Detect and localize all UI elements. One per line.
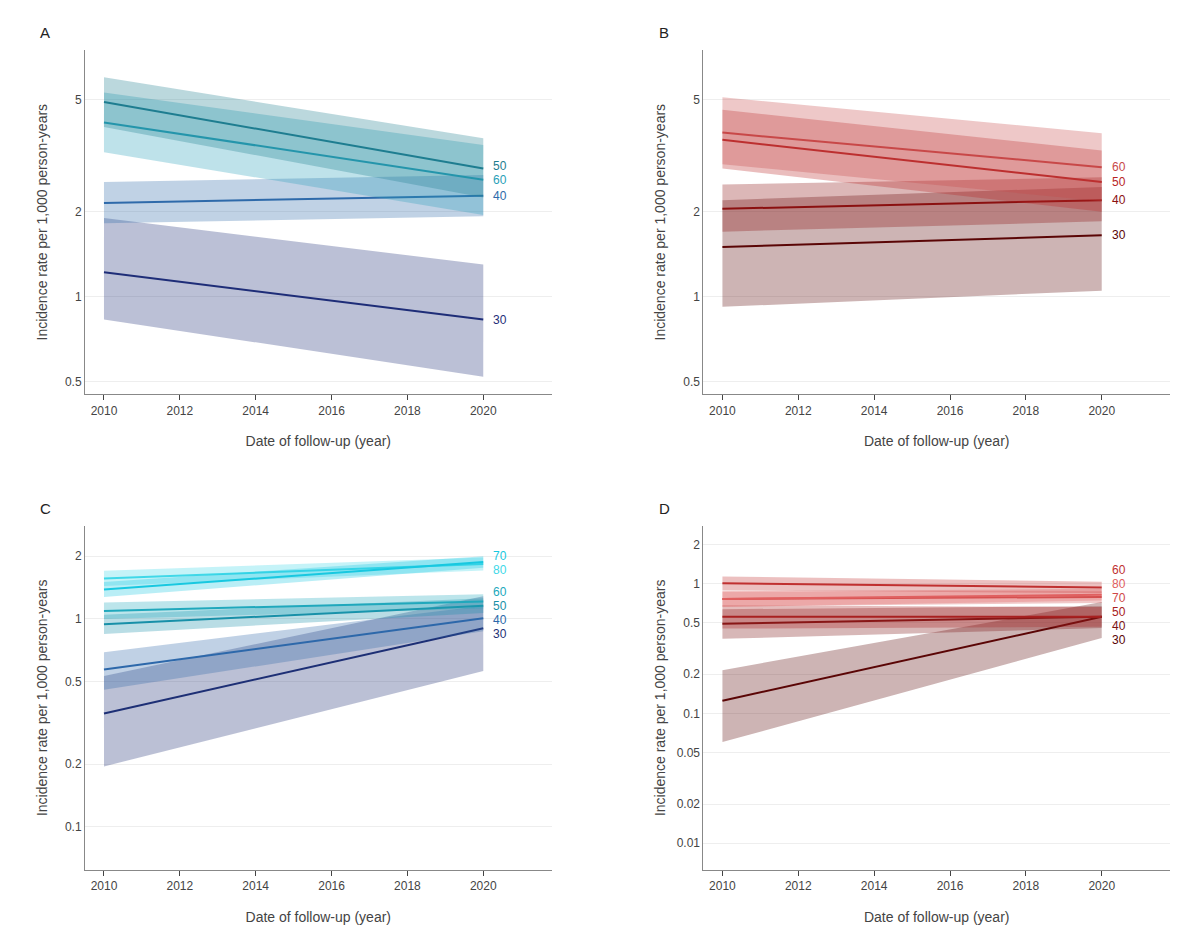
svg-text:2020: 2020 <box>470 879 497 893</box>
svg-text:2: 2 <box>75 205 82 219</box>
svg-text:2016: 2016 <box>937 879 964 893</box>
svg-text:0.5: 0.5 <box>683 616 700 630</box>
svg-text:2012: 2012 <box>166 404 193 418</box>
svg-text:0.02: 0.02 <box>677 797 701 811</box>
svg-text:60: 60 <box>1112 563 1126 577</box>
svg-text:Incidence rate per 1,000 perso: Incidence rate per 1,000 person-years <box>652 104 668 341</box>
svg-text:0.1: 0.1 <box>683 707 700 721</box>
svg-text:30: 30 <box>1112 633 1126 647</box>
svg-text:50: 50 <box>493 159 507 173</box>
svg-text:2018: 2018 <box>394 879 421 893</box>
svg-text:70: 70 <box>1112 591 1126 605</box>
svg-text:2020: 2020 <box>1088 404 1115 418</box>
svg-text:0.1: 0.1 <box>65 820 82 834</box>
svg-text:2010: 2010 <box>709 879 736 893</box>
svg-text:2: 2 <box>693 205 700 219</box>
svg-text:0.05: 0.05 <box>677 746 701 760</box>
svg-text:1: 1 <box>75 290 82 304</box>
svg-text:30: 30 <box>493 627 507 641</box>
svg-text:B: B <box>659 24 669 41</box>
svg-text:0.5: 0.5 <box>65 375 82 389</box>
svg-text:2018: 2018 <box>1013 879 1040 893</box>
svg-text:Date of follow-up (year): Date of follow-up (year) <box>864 433 1010 449</box>
svg-text:30: 30 <box>493 313 507 327</box>
svg-text:2010: 2010 <box>91 879 118 893</box>
svg-text:0.2: 0.2 <box>65 757 82 771</box>
svg-text:0.2: 0.2 <box>683 667 700 681</box>
svg-text:0.01: 0.01 <box>677 836 701 850</box>
svg-text:2012: 2012 <box>166 879 193 893</box>
svg-text:Incidence rate per 1,000 perso: Incidence rate per 1,000 person-years <box>34 104 50 341</box>
svg-text:2014: 2014 <box>861 879 888 893</box>
svg-text:2020: 2020 <box>1088 879 1115 893</box>
svg-text:2: 2 <box>693 538 700 552</box>
svg-text:50: 50 <box>493 599 507 613</box>
svg-text:40: 40 <box>1112 193 1126 207</box>
svg-text:Date of follow-up (year): Date of follow-up (year) <box>246 433 392 449</box>
svg-text:Date of follow-up (year): Date of follow-up (year) <box>246 909 392 925</box>
svg-text:2012: 2012 <box>785 404 812 418</box>
svg-text:80: 80 <box>1112 577 1126 591</box>
svg-text:2014: 2014 <box>242 879 269 893</box>
svg-text:1: 1 <box>693 577 700 591</box>
svg-text:40: 40 <box>1112 619 1126 633</box>
svg-text:2016: 2016 <box>318 404 345 418</box>
svg-text:2010: 2010 <box>709 404 736 418</box>
svg-text:50: 50 <box>1112 605 1126 619</box>
svg-text:Incidence rate per 1,000 perso: Incidence rate per 1,000 person-years <box>34 580 50 817</box>
svg-text:2016: 2016 <box>937 404 964 418</box>
svg-text:5: 5 <box>75 93 82 107</box>
svg-text:2012: 2012 <box>785 879 812 893</box>
svg-text:0.5: 0.5 <box>65 675 82 689</box>
svg-text:2016: 2016 <box>318 879 345 893</box>
svg-text:0.5: 0.5 <box>683 375 700 389</box>
svg-text:50: 50 <box>1112 175 1126 189</box>
svg-text:30: 30 <box>1112 228 1126 242</box>
svg-text:5: 5 <box>693 93 700 107</box>
svg-text:2014: 2014 <box>242 404 269 418</box>
svg-text:1: 1 <box>693 290 700 304</box>
svg-text:70: 70 <box>493 549 507 563</box>
svg-text:2018: 2018 <box>1013 404 1040 418</box>
svg-text:1: 1 <box>75 612 82 626</box>
svg-text:2: 2 <box>75 549 82 563</box>
svg-text:60: 60 <box>1112 160 1126 174</box>
svg-text:C: C <box>40 500 51 517</box>
svg-text:Incidence rate per 1,000 perso: Incidence rate per 1,000 person-years <box>652 580 668 817</box>
svg-text:40: 40 <box>493 189 507 203</box>
svg-text:A: A <box>40 24 50 41</box>
svg-text:60: 60 <box>493 585 507 599</box>
svg-text:D: D <box>659 500 670 517</box>
svg-text:2018: 2018 <box>394 404 421 418</box>
svg-text:2010: 2010 <box>91 404 118 418</box>
svg-text:Date of follow-up (year): Date of follow-up (year) <box>864 909 1010 925</box>
svg-text:80: 80 <box>493 563 507 577</box>
svg-text:60: 60 <box>493 173 507 187</box>
svg-text:2020: 2020 <box>470 404 497 418</box>
svg-text:40: 40 <box>493 613 507 627</box>
svg-text:2014: 2014 <box>861 404 888 418</box>
